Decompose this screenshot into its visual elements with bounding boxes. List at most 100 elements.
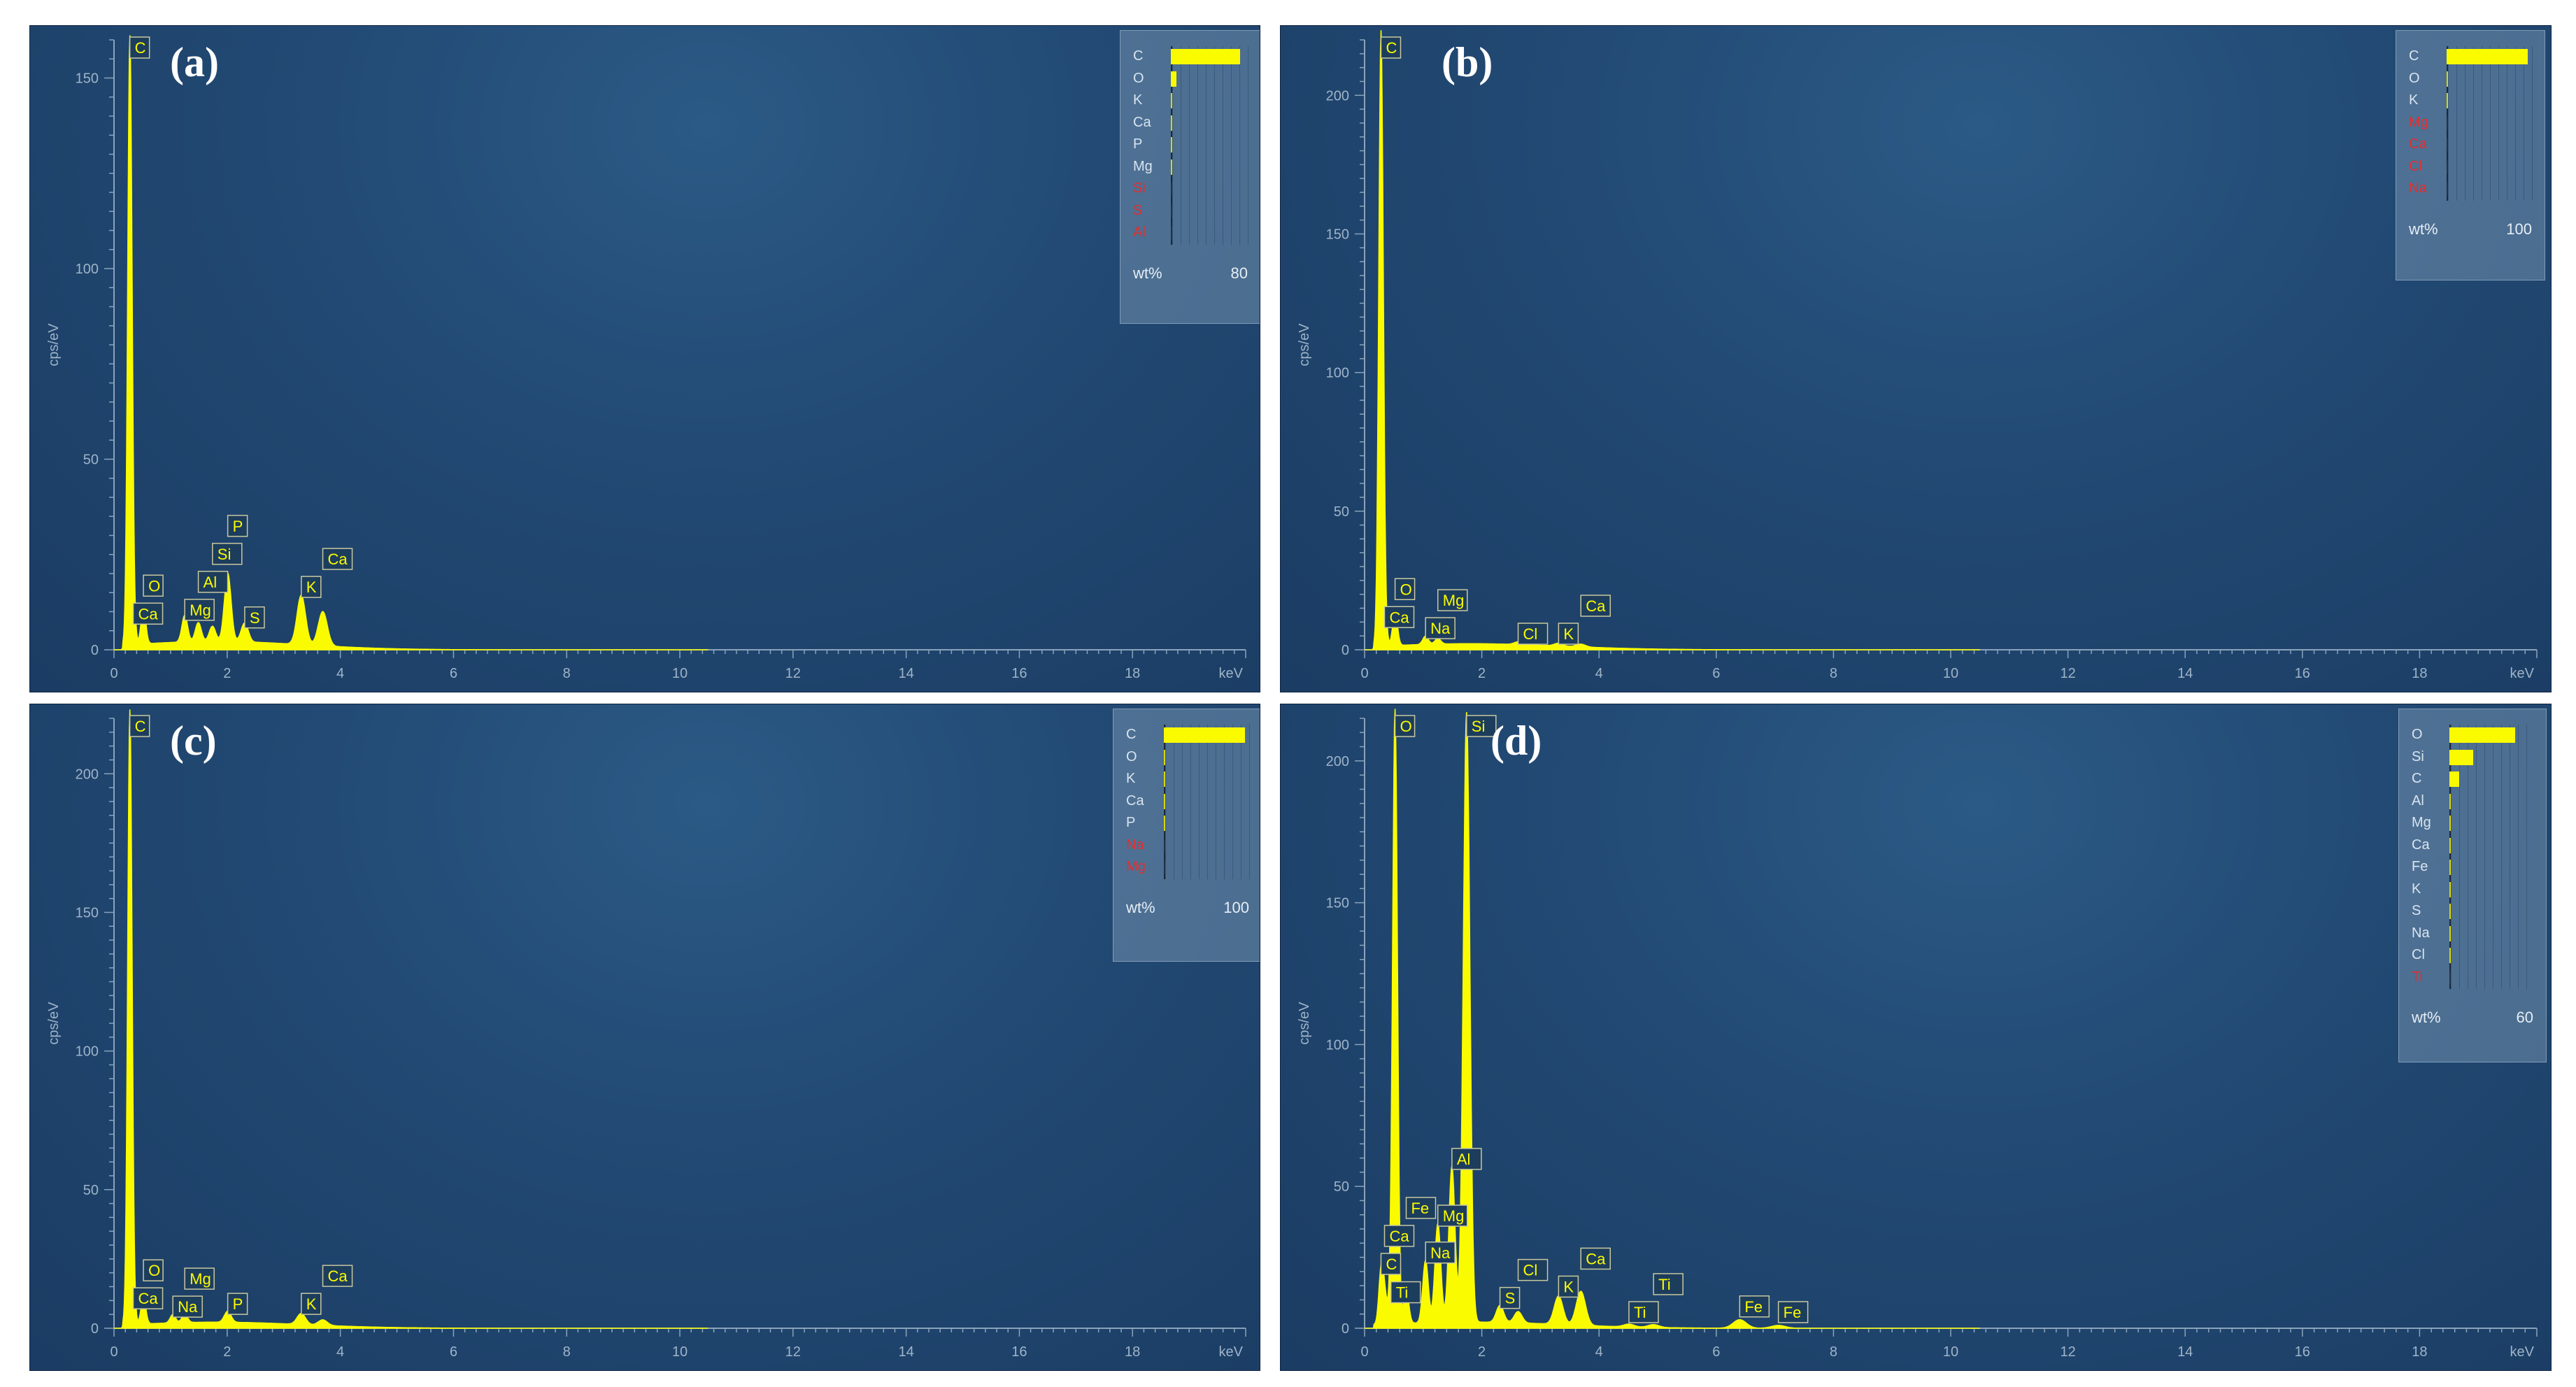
peak-tag-box	[227, 515, 248, 537]
legend-element-label: Al	[1133, 225, 1146, 240]
peak-tag-label: Ca	[1586, 597, 1606, 615]
peak-tag: C	[129, 36, 150, 59]
x-axis-unit: keV	[2510, 1344, 2535, 1360]
x-tick-label: 18	[2412, 1344, 2427, 1360]
x-tick-label: 8	[1830, 666, 1837, 681]
peak-tag: K	[301, 1293, 322, 1315]
y-tick-label: 50	[1334, 1179, 1349, 1195]
peak-tag: Na	[1425, 1242, 1456, 1264]
legend-element-label: S	[2412, 903, 2421, 918]
legend-element-label: O	[2409, 70, 2420, 86]
legend-element-label: Ca	[2409, 136, 2427, 152]
legend-wt-bar	[1164, 816, 1165, 831]
peak-tag: O	[143, 574, 164, 597]
legend-element-label: Mg	[1126, 859, 1146, 874]
legend-element-label: O	[2412, 727, 2423, 742]
legend-wt-bar	[1164, 749, 1165, 765]
legend-wt-bar	[2449, 771, 2459, 787]
peak-tag-box	[1437, 1204, 1468, 1227]
peak-tag: Mg	[184, 1267, 215, 1290]
x-tick-label: 0	[1360, 666, 1368, 681]
legend-footer: wt% 100	[2409, 220, 2532, 239]
peak-tag-box	[129, 36, 150, 59]
x-tick-label: 6	[1712, 1344, 1720, 1360]
legend-wt-bar	[2447, 49, 2528, 64]
peak-tag: Ca	[322, 1265, 353, 1287]
peak-tag: C	[129, 715, 150, 737]
legend-max: 80	[1230, 264, 1248, 282]
y-axis-unit: cps/eV	[1297, 1002, 1312, 1045]
peak-tag-label: K	[1563, 1278, 1574, 1295]
x-tick-label: 16	[2295, 666, 2310, 681]
legend-wt-bar	[1171, 159, 1172, 175]
legend-wt-bar	[1164, 771, 1165, 787]
x-tick-label: 12	[2060, 666, 2075, 681]
peak-tag: K	[301, 576, 322, 598]
x-tick-label: 4	[1595, 666, 1603, 681]
peak-tag-label: Ca	[138, 1290, 159, 1307]
legend-max: 60	[2516, 1009, 2533, 1026]
spectrum-plot-d: 0 2 4 6 8 10 12 14 16 18 keV 0 50 100 150 200 cps/eV C Ca O…	[1297, 709, 2538, 1360]
peak-tag-box	[184, 1267, 215, 1290]
peak-tag-label: O	[148, 577, 160, 595]
legend-element-label: K	[1126, 771, 1136, 786]
peak-tag-box	[129, 715, 150, 737]
legend-wt-bar	[2447, 116, 2448, 129]
peak-tag-box	[322, 1265, 353, 1287]
x-axis-unit: keV	[1219, 1344, 1244, 1360]
peak-tag-label: O	[1400, 718, 1412, 735]
x-tick-label: 18	[1125, 666, 1140, 681]
peak-tag-label: Cl	[1523, 625, 1538, 643]
x-tick-label: 8	[563, 666, 571, 681]
peak-tag: P	[227, 1293, 248, 1315]
peak-tag-box	[1383, 606, 1415, 629]
spectrum-trace	[1365, 709, 1980, 1329]
peak-tag: C	[1380, 1253, 1402, 1275]
peak-tag-box	[1653, 1273, 1684, 1295]
legend-element-label: K	[1133, 92, 1143, 108]
legend-wt-bar	[2447, 160, 2448, 173]
legend-max: 100	[2506, 220, 2532, 238]
peak-tag: K	[1558, 623, 1579, 645]
peak-tag-label: K	[306, 1295, 317, 1313]
legend-element-label: O	[1133, 70, 1144, 86]
peak-tag: C	[1380, 36, 1402, 59]
legend-wt-bar	[2449, 837, 2451, 853]
peak-tag: O	[1394, 578, 1416, 601]
peak-tag-label: P	[233, 1295, 243, 1313]
peak-tag: Si	[1466, 715, 1497, 737]
legend-element-label: K	[2409, 92, 2419, 108]
x-tick-label: 12	[785, 1344, 801, 1360]
spectrum-trace	[1365, 30, 1980, 650]
peak-tag-label: C	[135, 718, 146, 735]
x-tick-label: 12	[2060, 1344, 2075, 1360]
peak-tag: Mg	[1437, 1204, 1468, 1227]
peak-tag-label: Na	[178, 1298, 198, 1316]
spectrum-plot-b: 0 2 4 6 8 10 12 14 16 18 keV 0 50 100 150 200 cps/eV C Ca O…	[1297, 30, 2538, 681]
panel-label-a: (a)	[170, 39, 219, 85]
peak-tag-label: K	[306, 578, 317, 596]
legend-element-label: Ca	[1126, 792, 1144, 809]
legend-unit: wt%	[2412, 1009, 2441, 1026]
legend-wt-bar	[2447, 183, 2448, 195]
peak-tag: Al	[1451, 1148, 1482, 1170]
spectrum-panel-d: 0 2 4 6 8 10 12 14 16 18 keV 0 50 100 150 200 cps/eV C Ca O…	[1280, 704, 2552, 1371]
legend-element-label: Ti	[2412, 969, 2423, 985]
x-tick-label: 6	[1712, 666, 1720, 681]
peak-tag-box	[322, 548, 353, 570]
peak-tag-box	[301, 576, 322, 598]
x-tick-label: 2	[1478, 1344, 1486, 1360]
peak-tag-box	[1380, 36, 1402, 59]
peak-tag: Fe	[1777, 1301, 1809, 1323]
legend-unit: wt%	[1133, 264, 1162, 282]
peak-tag-box	[1394, 715, 1416, 737]
peak-tag-label: Na	[1430, 1244, 1451, 1262]
spectrum-plot-a: 0 2 4 6 8 10 12 14 16 18 keV 0 50 100 150 cps/eV C Ca O Mg A…	[46, 35, 1246, 681]
peak-tag: Ti	[1653, 1273, 1684, 1295]
legend-wt-bar	[2449, 948, 2451, 963]
x-tick-label: 0	[1360, 1344, 1368, 1360]
legend-bar-area	[1171, 46, 1249, 245]
legend-wt-bar	[2449, 749, 2473, 765]
legend-wt-bar	[2449, 881, 2451, 897]
x-tick-label: 0	[110, 666, 118, 681]
